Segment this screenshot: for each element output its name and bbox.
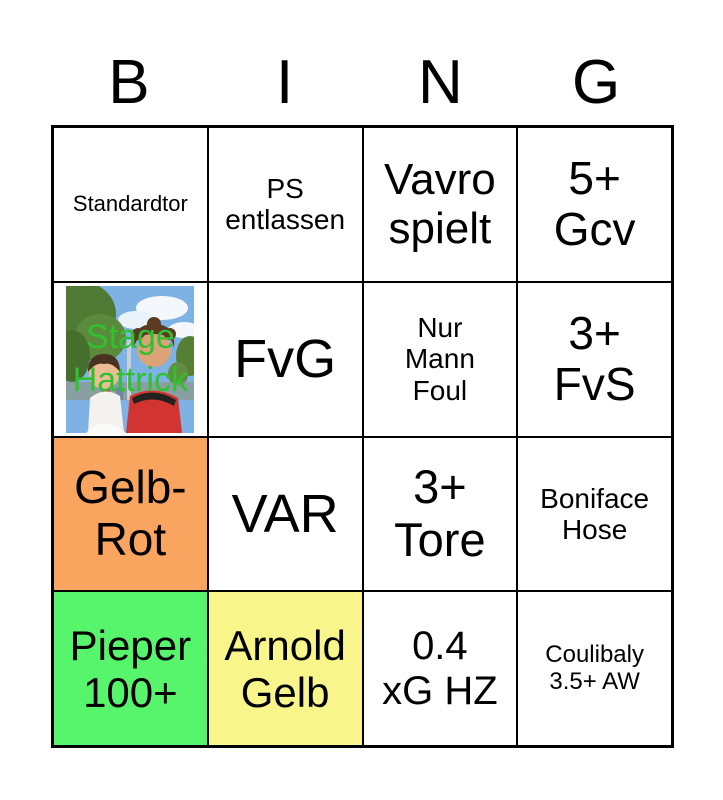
bingo-cell-var[interactable]: VAR bbox=[208, 437, 362, 591]
cell-text: 5+ bbox=[568, 151, 621, 204]
bingo-cell-fvg[interactable]: FvG bbox=[208, 282, 362, 436]
bingo-title: B I N G bbox=[51, 52, 674, 114]
two-boys-photo-illustration bbox=[66, 285, 195, 433]
cell-text: 0.4 bbox=[412, 623, 468, 668]
bingo-cell-standardtor[interactable]: Standardtor bbox=[54, 128, 207, 281]
cell-text: Tore bbox=[394, 512, 486, 566]
bingo-cell-5-gcv[interactable]: 5+ Gcv bbox=[518, 128, 671, 281]
cell-text: Gelb- bbox=[74, 461, 187, 514]
cell-text: Gcv bbox=[553, 203, 636, 256]
cell-text: spielt bbox=[388, 204, 492, 254]
bingo-cell-pieper-100[interactable]: Pieper 100+ bbox=[54, 592, 207, 745]
bingo-cell-gelb-rot[interactable]: Gelb- Rot bbox=[54, 437, 207, 591]
cell-text: 100+ bbox=[83, 668, 178, 716]
bingo-cell-boniface-hose[interactable]: Boniface Hose bbox=[518, 437, 671, 591]
bingo-cell-vavro-spielt[interactable]: Vavro spielt bbox=[363, 128, 517, 281]
title-letter-n: N bbox=[417, 48, 463, 117]
cell-text: Hose bbox=[561, 513, 628, 545]
cell-text: FvG bbox=[234, 328, 337, 389]
cell-text: FvS bbox=[553, 358, 636, 411]
cell-text: VAR bbox=[231, 483, 339, 544]
bingo-cell-3-tore[interactable]: 3+ Tore bbox=[363, 437, 517, 591]
cell-text: PS bbox=[266, 173, 304, 205]
bingo-cell-nur-mann-foul[interactable]: Nur Mann Foul bbox=[363, 282, 517, 436]
cell-text: Mann bbox=[404, 343, 475, 375]
cell-text: Coulibaly bbox=[545, 640, 644, 668]
cell-text: 3.5+ AW bbox=[549, 667, 640, 695]
title-letter-i: I bbox=[276, 48, 294, 117]
title-letter-b: B bbox=[108, 48, 150, 117]
bingo-cell-stage-hattrick[interactable]: Stage Hattrick bbox=[54, 282, 207, 436]
cell-text: entlassen bbox=[225, 204, 346, 236]
bingo-cell-04-xg-hz[interactable]: 0.4 xG HZ bbox=[363, 592, 517, 745]
bingo-cell-ps-entlassen[interactable]: PS entlassen bbox=[208, 128, 362, 281]
cell-text: Rot bbox=[94, 512, 167, 565]
cell-text: Boniface bbox=[540, 482, 650, 514]
cell-text: Nur bbox=[417, 312, 463, 344]
cell-text: Foul bbox=[412, 374, 468, 406]
cell-text: Standardtor bbox=[72, 191, 188, 217]
cell-text: Gelb bbox=[240, 668, 330, 716]
bingo-cell-3-fvs[interactable]: 3+ FvS bbox=[518, 282, 671, 436]
cell-text: xG HZ bbox=[382, 668, 498, 713]
cell-text: Arnold bbox=[224, 621, 346, 669]
cell-text: Pieper bbox=[69, 621, 192, 669]
cell-text: 3+ bbox=[568, 306, 621, 359]
cell-text: 3+ bbox=[413, 460, 467, 514]
cell-text: Vavro bbox=[384, 155, 496, 205]
two-boys-photo bbox=[66, 285, 195, 433]
bingo-grid: Standardtor PS entlassen Vavro spielt 5+… bbox=[51, 125, 674, 748]
title-letter-g: G bbox=[572, 48, 621, 117]
bingo-cell-coulibaly[interactable]: Coulibaly 3.5+ AW bbox=[518, 592, 671, 745]
bingo-cell-arnold-gelb[interactable]: Arnold Gelb bbox=[208, 592, 362, 745]
